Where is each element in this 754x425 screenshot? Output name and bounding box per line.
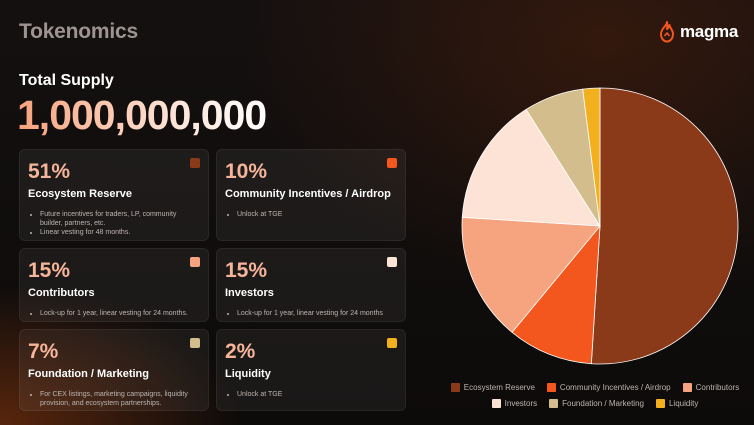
allocation-name: Foundation / Marketing [28, 368, 149, 380]
pie-slice-investors [461, 108, 601, 227]
chart-legend: Ecosystem Reserve Community Incentives / … [440, 383, 750, 408]
allocation-percent: 51% [28, 160, 71, 183]
allocation-details: Lock-up for 1 year, linear vesting for 2… [225, 309, 397, 318]
allocation-card-ecosystem-reserve: 51% Ecosystem Reserve Future incentives … [19, 149, 209, 241]
legend-label: Ecosystem Reserve [463, 383, 535, 392]
total-supply-label: Total Supply [19, 72, 114, 89]
pie-chart [460, 86, 740, 366]
allocation-details: Unlock at TGE [225, 210, 397, 219]
legend-item: Liquidity [655, 399, 699, 408]
allocation-details: Lock-up for 1 year, linear vesting for 2… [28, 309, 200, 318]
color-swatch [387, 257, 397, 267]
allocation-details: Unlock at TGE [225, 390, 397, 399]
pie-slice-liquidity [582, 87, 601, 227]
legend-swatch [450, 383, 460, 392]
allocation-percent: 15% [225, 259, 268, 282]
pie-slice-ecosystem-reserve [590, 87, 739, 365]
allocation-card-liquidity: 2% Liquidity Unlock at TGE [216, 329, 406, 411]
pie-slice-community-incentives-airdrop [511, 224, 601, 365]
page-title: Tokenomics [19, 20, 138, 43]
allocation-name: Community Incentives / Airdrop [225, 188, 391, 200]
legend-label: Foundation / Marketing [562, 399, 644, 408]
color-swatch [190, 338, 200, 348]
logo-text: magma [679, 22, 738, 41]
allocation-percent: 10% [225, 160, 268, 183]
legend-item: Ecosystem Reserve [450, 383, 535, 392]
legend-item: Community Incentives / Airdrop [546, 383, 671, 392]
legend-swatch [655, 399, 665, 408]
allocation-name: Investors [225, 287, 274, 299]
allocation-percent: 15% [28, 259, 71, 282]
detail-item: For CEX listings, marketing campaigns, l… [40, 390, 200, 408]
detail-item: Lock-up for 1 year, linear vesting for 2… [40, 309, 200, 318]
detail-item: Linear vesting for 48 months. [40, 228, 200, 237]
color-swatch [190, 257, 200, 267]
flame-logo-icon [659, 21, 674, 43]
legend-item: Investors [491, 399, 538, 408]
allocation-name: Liquidity [225, 368, 271, 380]
legend-swatch [546, 383, 556, 392]
allocation-name: Contributors [28, 287, 95, 299]
allocation-percent: 7% [28, 340, 59, 363]
color-swatch [190, 158, 200, 168]
detail-item: Unlock at TGE [237, 390, 397, 399]
legend-label: Investors [504, 399, 538, 408]
detail-item: Unlock at TGE [237, 210, 397, 219]
color-swatch [387, 158, 397, 168]
allocation-name: Ecosystem Reserve [28, 188, 132, 200]
logo: magma [657, 21, 738, 43]
legend-item: Contributors [682, 383, 740, 392]
total-supply-value: 1,000,000,000 [17, 92, 267, 138]
color-swatch [387, 338, 397, 348]
detail-item: Future incentives for traders, LP, commu… [40, 210, 200, 228]
legend-item: Foundation / Marketing [549, 399, 644, 408]
allocation-details: For CEX listings, marketing campaigns, l… [28, 390, 200, 408]
allocation-details: Future incentives for traders, LP, commu… [28, 210, 200, 237]
allocation-card-contributors: 15% Contributors Lock-up for 1 year, lin… [19, 248, 209, 322]
allocation-percent: 2% [225, 340, 256, 363]
legend-label: Liquidity [668, 399, 699, 408]
legend-swatch [549, 399, 559, 408]
allocation-card-investors: 15% Investors Lock-up for 1 year, linear… [216, 248, 406, 322]
allocation-card-community-incentives: 10% Community Incentives / Airdrop Unloc… [216, 149, 406, 241]
legend-label: Community Incentives / Airdrop [559, 383, 671, 392]
legend-swatch [491, 399, 501, 408]
detail-item: Lock-up for 1 year, linear vesting for 2… [237, 309, 397, 318]
legend-label: Contributors [695, 383, 740, 392]
pie-slice-contributors [461, 216, 601, 333]
allocation-card-foundation-marketing: 7% Foundation / Marketing For CEX listin… [19, 329, 209, 411]
legend-swatch [682, 383, 692, 392]
pie-chart-svg [461, 87, 739, 365]
